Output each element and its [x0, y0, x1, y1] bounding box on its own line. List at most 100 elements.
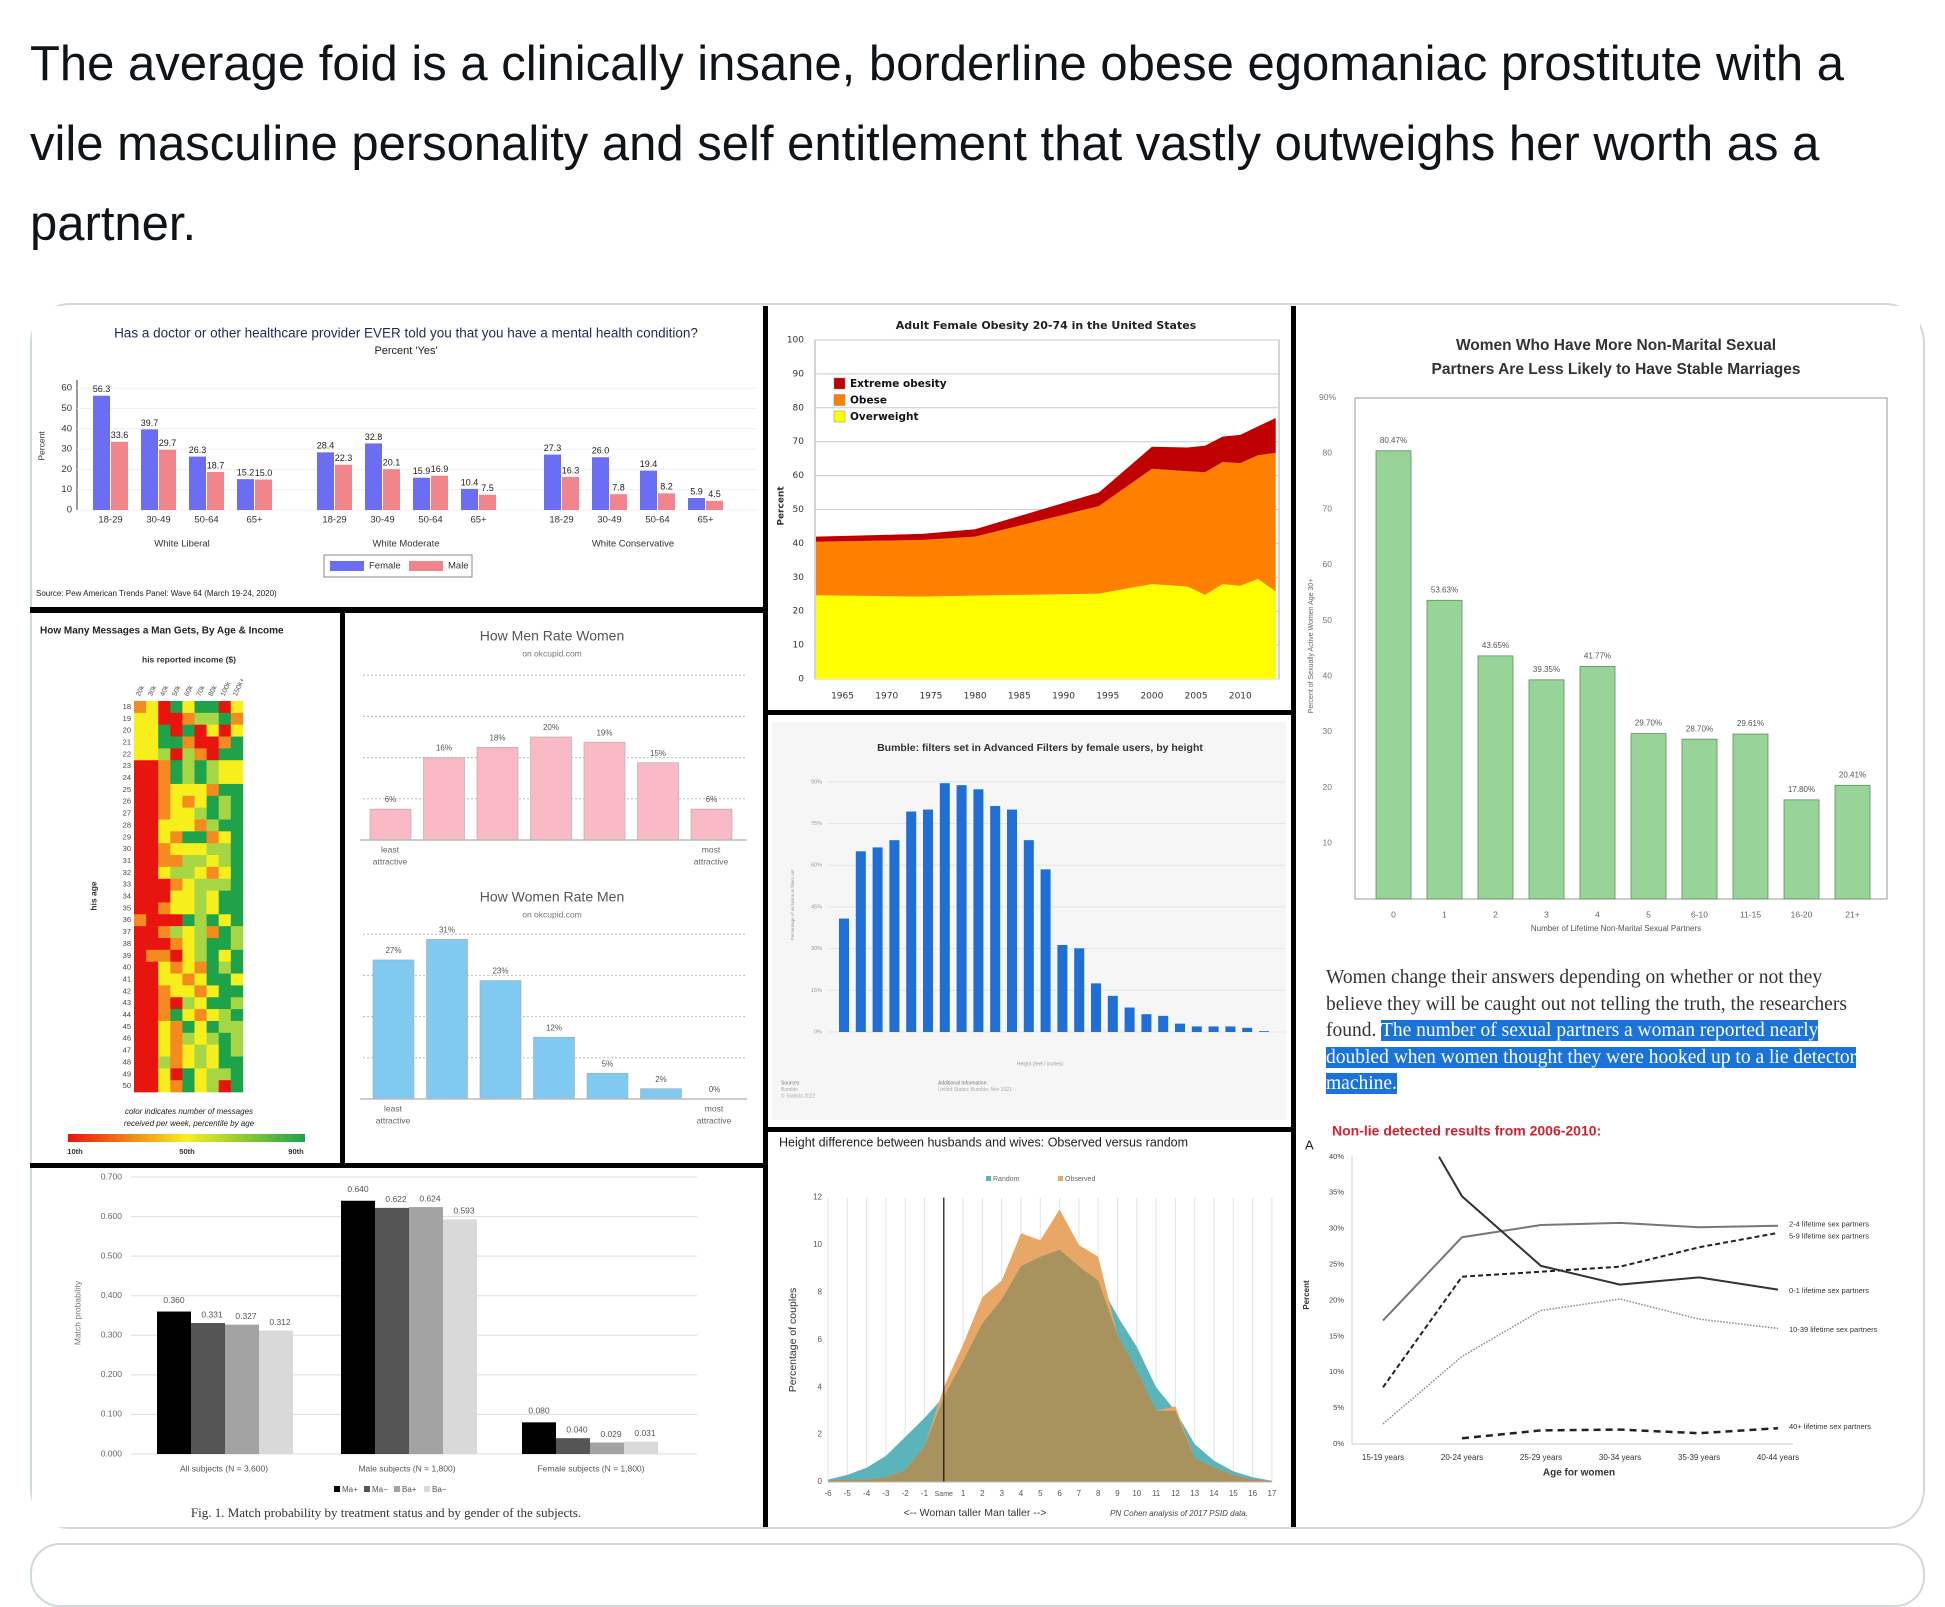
- heatmap-cell: [206, 1020, 219, 1034]
- heatmap-cell: [146, 938, 159, 951]
- heatmap-cell: [170, 724, 183, 737]
- y-tick-label: 48: [123, 1057, 131, 1066]
- heatmap-cell: [206, 878, 219, 891]
- next-card[interactable]: [30, 1543, 1925, 1607]
- heatmap-cell: [170, 1080, 183, 1093]
- y-tick-label: 20%: [1329, 1295, 1344, 1304]
- data-label: 0.622: [385, 1194, 407, 1204]
- data-label: 0.029: [600, 1429, 622, 1439]
- height-bar: [1091, 983, 1101, 1032]
- axis-end-label: attractive: [376, 1115, 411, 1125]
- data-label: 0.031: [634, 1428, 656, 1438]
- data-label: 5%: [602, 1059, 614, 1068]
- x-tick-label: -5: [844, 1489, 852, 1498]
- heatmap-cell: [194, 866, 207, 880]
- heatmap-cell: [206, 1032, 219, 1045]
- data-label: 0.040: [566, 1424, 588, 1434]
- heatmap-cell: [134, 772, 147, 785]
- y-tick-label: 0%: [814, 1029, 822, 1035]
- data-label: 26.0: [592, 446, 610, 456]
- axis-end-label: attractive: [694, 856, 729, 866]
- series-line: [1438, 1156, 1779, 1291]
- heatmap-cell: [194, 1080, 207, 1093]
- heatmap-cell: [182, 843, 195, 856]
- heatmap-cell: [158, 866, 171, 880]
- x-tick-label: 17: [1267, 1489, 1276, 1498]
- figure-caption: Fig. 1. Match probability by treatment s…: [191, 1505, 581, 1520]
- height-bar: [973, 789, 984, 1032]
- y-tick-label: 50: [61, 403, 72, 414]
- area-overweight: [816, 579, 1276, 679]
- chart-subtitle: Percent 'Yes': [374, 345, 437, 357]
- divider: [1291, 306, 1296, 1527]
- y-tick-label: 75%: [811, 821, 822, 827]
- chart-title: Partners Are Less Likely to Have Stable …: [1431, 361, 1800, 378]
- heatmap-cell: [206, 985, 219, 998]
- group-label: White Moderate: [372, 539, 439, 550]
- heatmap-cell: [230, 795, 244, 808]
- excerpt-highlighted[interactable]: The number of sexual partners a woman re…: [1326, 1020, 1857, 1095]
- heatmap-cell: [170, 890, 183, 903]
- chart-title: Women Who Have More Non-Marital Sexual: [1456, 337, 1776, 354]
- heatmap-cell: [194, 783, 207, 797]
- x-tick-label: 4: [1595, 909, 1600, 919]
- heatmap-cell: [230, 1056, 244, 1069]
- data-label: 4.5: [708, 489, 721, 499]
- y-tick-label: 29: [123, 832, 131, 841]
- heatmap-cell: [134, 748, 147, 761]
- x-tick-label: 20-24 years: [1441, 1453, 1483, 1462]
- heatmap-cell: [206, 712, 219, 725]
- heatmap-cell: [206, 997, 219, 1010]
- data-label: 0.331: [201, 1309, 223, 1319]
- height-bar: [839, 918, 849, 1032]
- x-tick-label: 1995: [1096, 692, 1119, 702]
- heatmap-cell: [206, 1068, 219, 1081]
- heatmap-cell: [158, 1080, 171, 1093]
- x-tick-label: 8: [1096, 1489, 1101, 1498]
- x-tick-label: 30-49: [146, 515, 170, 526]
- y-tick-label: 0%: [1333, 1439, 1344, 1448]
- y-tick-label: 44: [123, 1010, 131, 1019]
- heatmap-cell: [134, 736, 147, 749]
- partners-bar: [1477, 655, 1514, 900]
- data-label: 0.593: [453, 1206, 475, 1216]
- heatmap-cell: [134, 926, 147, 939]
- chart-svg: 0.000 0.100 0.200 0.300 0.400 0.500 0.600 0.700…: [72, 1171, 697, 1520]
- heatmap-cell: [134, 807, 147, 820]
- heatmap-cell: [146, 1044, 159, 1057]
- x-tick-label: 15-19 years: [1362, 1453, 1404, 1462]
- y-tick-label: 37: [123, 927, 131, 936]
- x-tick-label: 1975: [919, 692, 942, 702]
- y-tick-label: 50: [1323, 615, 1333, 625]
- y-tick-label: 24: [123, 773, 131, 782]
- heatmap-cell: [170, 843, 183, 856]
- heatmap-cell: [230, 748, 244, 761]
- heatmap-cell: [206, 1044, 219, 1057]
- heatmap-cell: [182, 1032, 195, 1045]
- heatmap-cell: [170, 831, 183, 844]
- heatmap-cell: [206, 938, 219, 951]
- heatmap-cell: [230, 855, 244, 868]
- x-tick-label: 50-64: [418, 515, 442, 526]
- x-tick-label: 1965: [831, 692, 854, 702]
- axis-end-label: attractive: [697, 1115, 732, 1125]
- x-tick-label: 70k: [196, 684, 207, 698]
- bar-male: [658, 493, 675, 510]
- heatmap-cell: [146, 831, 159, 844]
- y-tick-label: 38: [123, 939, 131, 948]
- heatmap-cell: [230, 831, 244, 844]
- area-obese: [816, 452, 1276, 597]
- x-tick-label: Female subjects (N = 1,800): [537, 1463, 644, 1473]
- data-label: 15%: [650, 749, 666, 758]
- y-tick-label: 20: [123, 726, 131, 735]
- heatmap-cell: [194, 890, 207, 903]
- height-bar: [1107, 995, 1118, 1032]
- heatmap-cell: [134, 902, 147, 915]
- heatmap-cell: [230, 902, 244, 915]
- data-label: 15.9: [413, 466, 431, 476]
- x-tick-label: 65+: [470, 515, 487, 526]
- rating-bar: [372, 959, 415, 1100]
- y-tick-label: 22: [123, 749, 131, 758]
- heatmap-cell: [218, 783, 232, 797]
- data-label: 0.640: [347, 1184, 369, 1194]
